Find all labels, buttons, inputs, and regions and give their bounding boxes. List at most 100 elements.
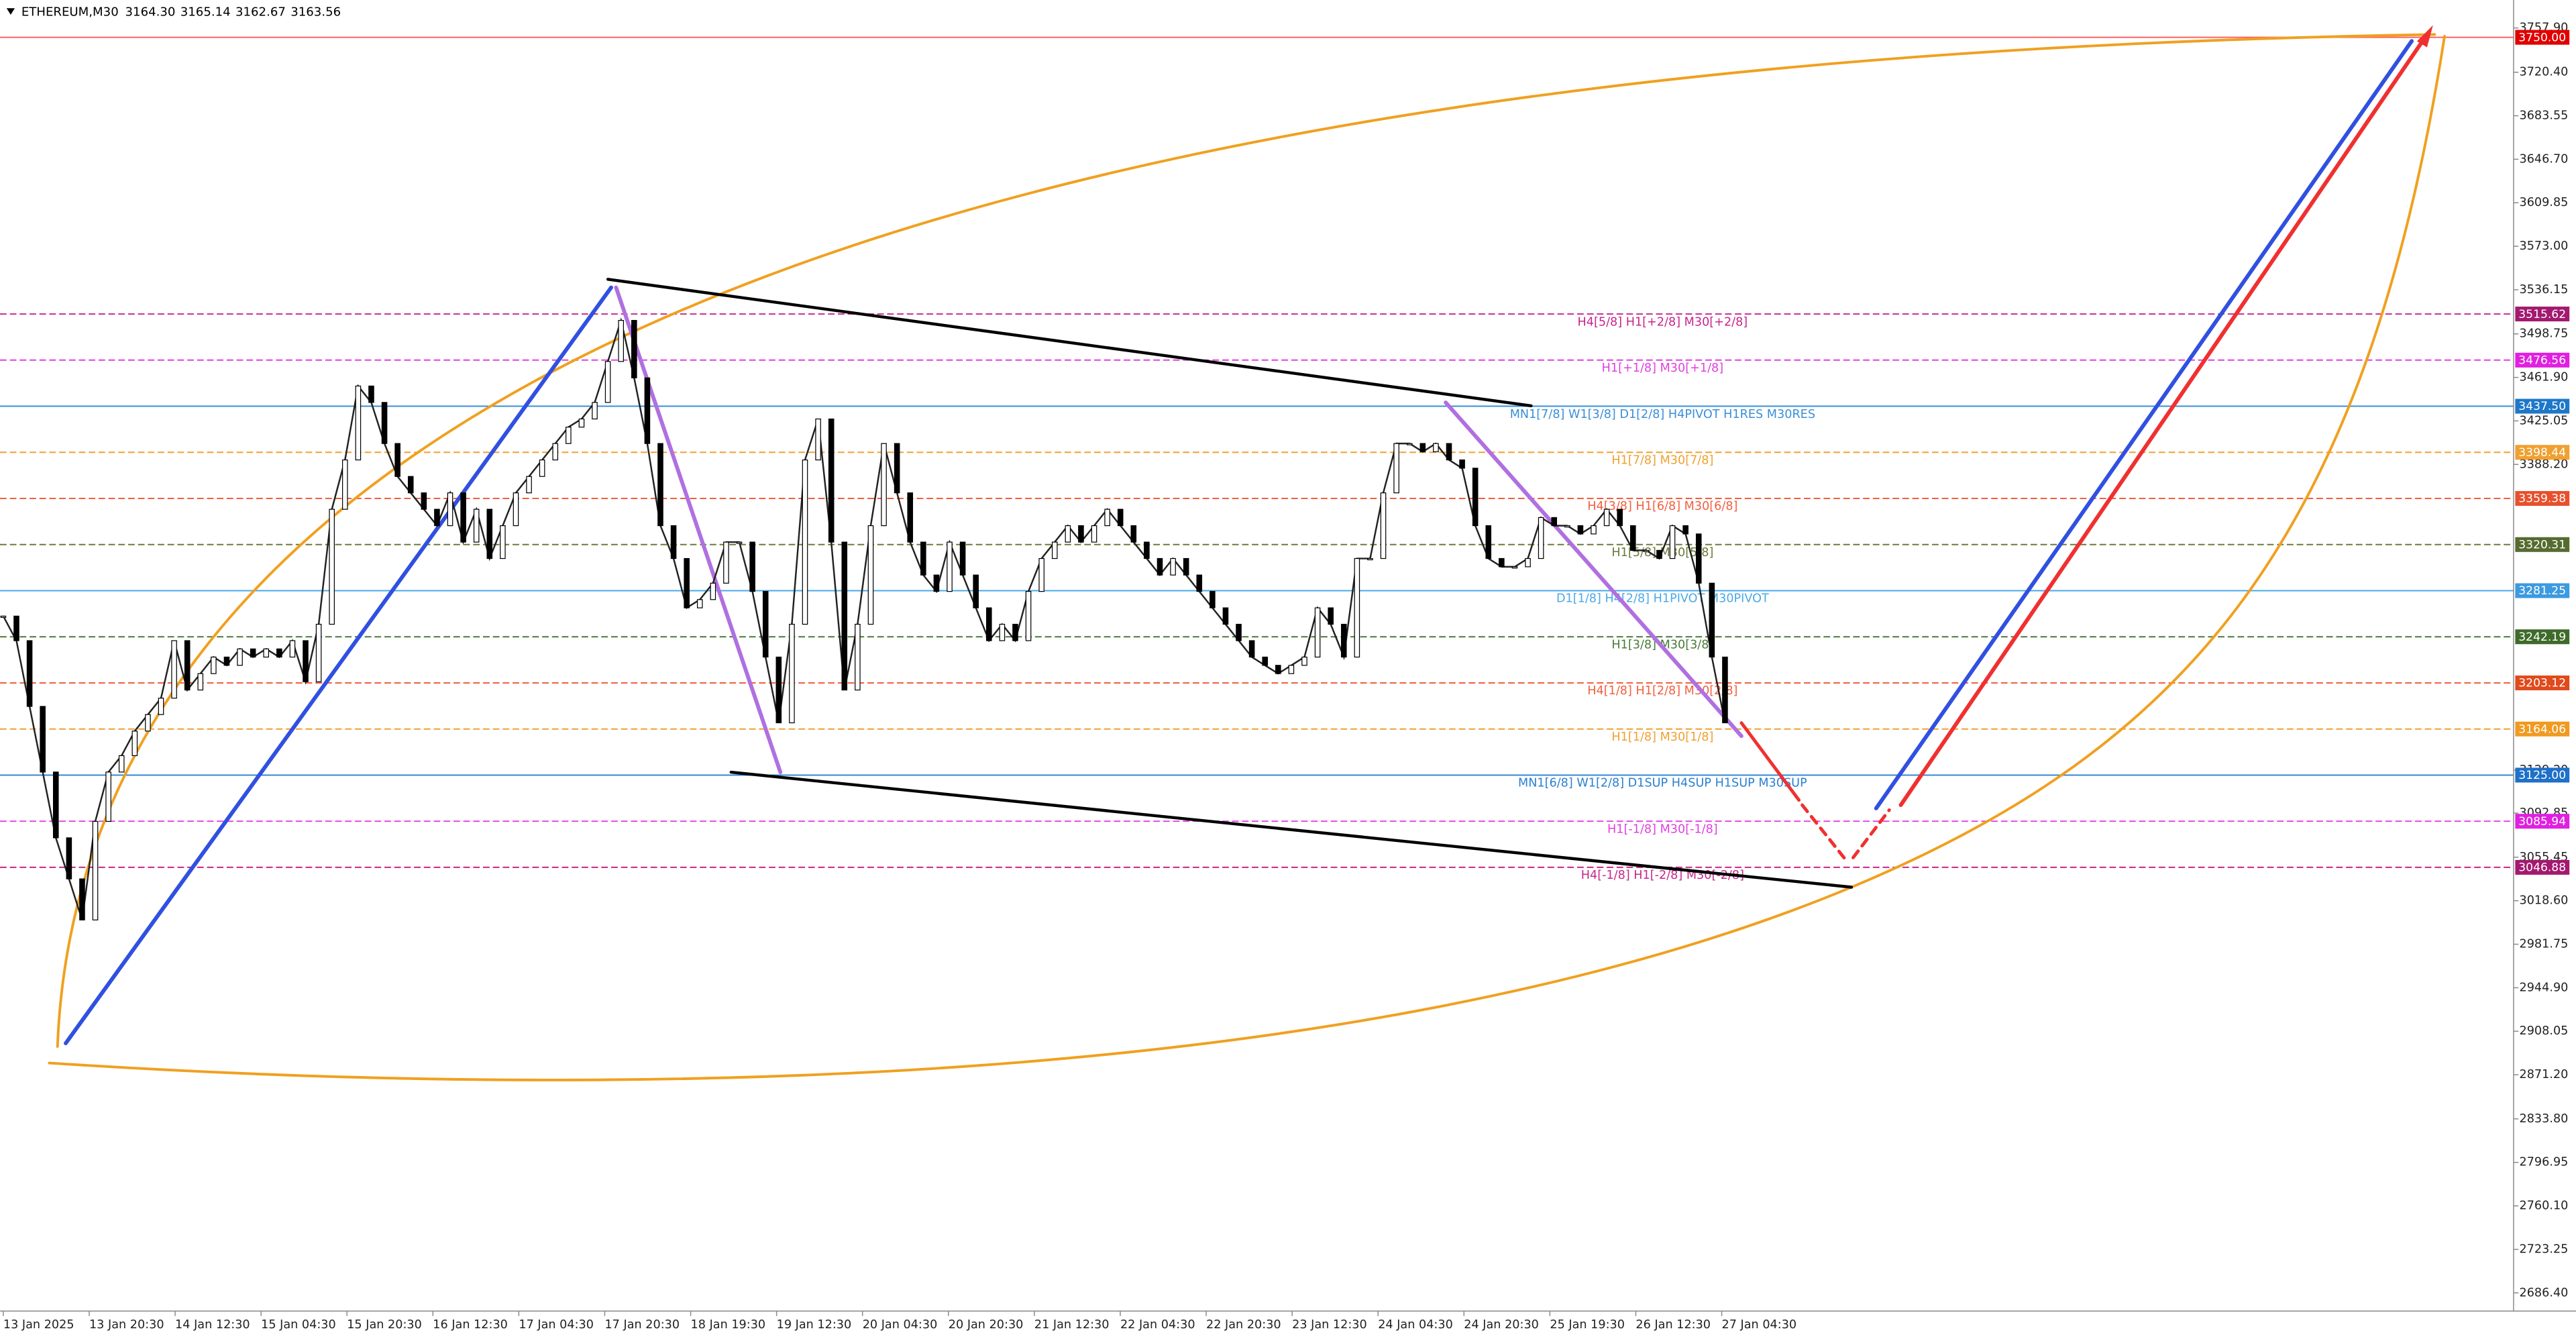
candle [986,607,992,641]
candle [303,640,309,682]
y-tick-label: 3425.05 [2520,414,2569,427]
y-tick-label: 3646.70 [2520,152,2569,166]
x-tick-label: 16 Jan 12:30 [433,1318,508,1332]
candle [460,492,466,543]
price-tag-label: 3046.88 [2518,861,2566,875]
price-tag [2515,859,2570,875]
candle [197,673,204,691]
price-tag [2515,30,2570,45]
candle [1485,525,1492,559]
candle [381,402,388,444]
candle [592,402,598,420]
candle [999,623,1006,641]
x-tick-label: 13 Jan 20:30 [89,1318,164,1332]
candle [670,525,677,559]
candle [657,443,663,527]
candle [250,648,256,658]
candle [118,755,125,773]
candle [526,476,532,494]
x-tick-label: 23 Jan 12:30 [1292,1318,1367,1332]
x-tick-label: 25 Jan 19:30 [1550,1318,1625,1332]
candle [1617,508,1623,527]
candle [802,459,808,625]
candle [855,623,861,691]
candle [604,361,611,403]
candle [368,385,374,403]
candle [933,574,940,592]
y-tick-label: 2723.25 [2520,1242,2569,1256]
y-tick-label: 3573.00 [2520,239,2569,253]
candle [1525,557,1531,568]
candle [1065,525,1071,543]
x-tick-label: 17 Jan 20:30 [604,1318,680,1332]
price-tag [2515,583,2570,598]
price-tag [2515,629,2570,645]
price-tag [2515,352,2570,368]
candle [329,508,335,625]
candle [0,615,7,618]
candle [486,508,493,559]
candle [66,837,72,879]
candle [1025,591,1032,641]
y-tick-label: 2871.20 [2520,1068,2569,1081]
channel-line [729,770,1854,889]
level-label: H1[5/8] M30[5/8] [1611,546,1713,559]
candle [1144,541,1150,559]
candle [158,698,164,715]
price-tag-label: 3164.06 [2518,722,2566,736]
price-tag-label: 3242.19 [2518,631,2566,644]
candle [1301,656,1307,666]
price-tag-label: 3515.62 [2518,308,2566,321]
candle [92,820,99,920]
y-tick-label: 3498.75 [2520,327,2569,341]
level-label: D1[1/8] H4[2/8] H1PIVOT M30PIVOT [1556,592,1769,606]
candle [407,476,414,494]
y-tick-label: 3388.20 [2520,458,2569,471]
candle [421,492,427,510]
menu-icon[interactable] [6,8,15,15]
y-tick-label: 3609.85 [2520,196,2569,209]
trend-line [1444,400,1743,739]
price-tags: 3750.00 3515.62 3476.56 3437.50 3398.44 3359.… [2515,30,2570,875]
candle [749,541,755,592]
trend-line [614,285,783,775]
candle [684,557,690,608]
candle [775,656,782,724]
candle [1538,517,1544,559]
candle [1170,557,1176,576]
candle [500,525,506,559]
candle [1354,557,1360,658]
arrow [1874,39,2414,810]
low: 3162.67 [235,5,286,19]
candle [1682,525,1688,535]
candle [1577,525,1584,535]
candle [762,591,769,658]
candle [1591,525,1597,535]
candle [841,541,848,691]
candle [223,656,230,666]
price-tag [2515,445,2570,460]
candle [1406,443,1413,445]
price-tag [2515,307,2570,322]
level-label: MN1[7/8] W1[3/8] D1[2/8] H4PIVOT H1RES M… [1510,408,1815,421]
candle [1511,566,1518,569]
level-label: H4[3/8] H1[6/8] M30[6/8] [1587,500,1737,513]
level-label: H1[-1/8] M30[-1/8] [1607,822,1718,836]
price-series [0,317,1728,920]
x-tick-label: 22 Jan 04:30 [1120,1318,1195,1332]
price-tag-label: 3125.00 [2518,769,2566,782]
x-tick-label: 20 Jan 04:30 [863,1318,938,1332]
candle [1104,508,1110,527]
candle [237,648,243,666]
candle [1709,582,1715,658]
candle [1117,508,1124,527]
price-tag-label: 3281.25 [2518,584,2566,598]
arrow-head [2416,25,2433,48]
level-label: H1[1/8] M30[1/8] [1611,731,1713,744]
channel-line [606,278,1533,408]
candle [867,525,874,625]
y-tick-label: 2981.75 [2520,938,2569,951]
candle [1262,656,1268,666]
candle [1038,557,1044,592]
symbol: ETHEREUM,M30 [21,5,119,19]
